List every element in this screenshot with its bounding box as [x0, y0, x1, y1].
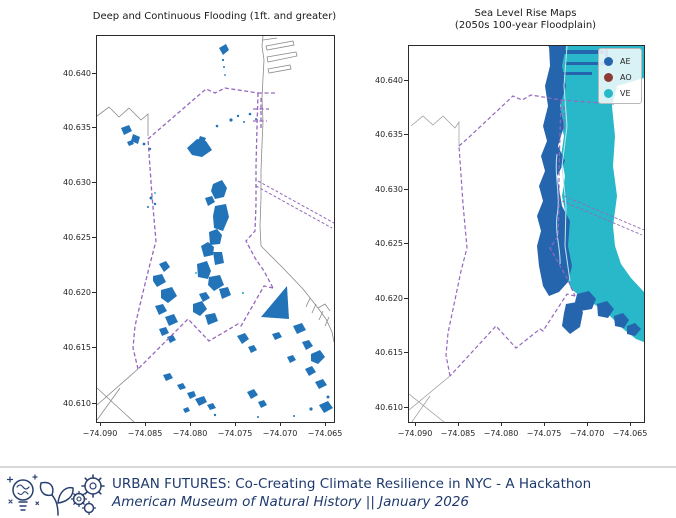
right-plot-title-line1: Sea Level Rise Maps: [474, 8, 577, 19]
tick-mark: [235, 422, 236, 426]
ao-swatch-icon: [604, 72, 613, 82]
y-tick-label: 40.610: [375, 403, 403, 412]
y-tick-label: 40.620: [375, 294, 403, 303]
tick-mark: [630, 422, 631, 426]
footer-divider: [0, 466, 676, 468]
y-tick-label: 40.625: [375, 239, 403, 248]
tick-mark: [190, 422, 191, 426]
tick-mark: [92, 347, 96, 348]
tick-mark: [544, 422, 545, 426]
footer-text-block: URBAN FUTURES: Co-Creating Climate Resil…: [112, 476, 591, 511]
tick-mark: [404, 134, 408, 135]
x-tick-label: −74.070: [569, 429, 605, 438]
x-tick-label: −74.070: [262, 429, 298, 438]
x-tick-label: −74.085: [440, 429, 476, 438]
y-tick-label: 40.640: [375, 76, 403, 85]
x-tick-label: −74.090: [397, 429, 433, 438]
legend-label: AE: [620, 56, 631, 66]
idea-bulb-icon: [6, 474, 40, 511]
neighborhood-boundary: [445, 94, 644, 377]
ve-zone: [548, 46, 644, 342]
tick-mark: [587, 422, 588, 426]
tick-mark: [458, 422, 459, 426]
legend-item-ve: VE: [604, 85, 637, 101]
x-tick-label: −74.075: [526, 429, 562, 438]
neighborhood-boundary: [132, 87, 334, 370]
x-tick-label: −74.080: [172, 429, 208, 438]
tick-mark: [92, 403, 96, 404]
tick-mark: [501, 422, 502, 426]
flood-zone-legend: AE AO VE: [598, 48, 642, 104]
legend-item-ae: AE: [604, 53, 637, 69]
tick-mark: [92, 182, 96, 183]
shoreline-seams: [555, 46, 571, 282]
y-tick-label: 40.630: [63, 178, 91, 187]
x-tick-label: −74.085: [127, 429, 163, 438]
y-tick-label: 40.630: [375, 185, 403, 194]
tick-mark: [280, 422, 281, 426]
tick-mark: [325, 422, 326, 426]
seedling-icon: [39, 481, 74, 516]
gears-icon: [70, 474, 105, 516]
y-tick-label: 40.615: [63, 343, 91, 352]
y-tick-label: 40.620: [63, 288, 91, 297]
tick-mark: [404, 407, 408, 408]
left-map-axes: [96, 35, 335, 423]
tick-mark: [415, 422, 416, 426]
coastline-paths: [97, 36, 334, 422]
coastline-paths: [409, 115, 460, 422]
y-tick-label: 40.635: [63, 123, 91, 132]
left-plot-title: Deep and Continuous Flooding (1ft. and g…: [92, 11, 337, 22]
y-tick-label: 40.640: [63, 69, 91, 78]
tick-mark: [92, 237, 96, 238]
y-tick-label: 40.625: [63, 233, 91, 242]
tick-mark: [404, 189, 408, 190]
tick-mark: [92, 73, 96, 74]
legend-label: AO: [620, 72, 632, 82]
hackathon-logo: [6, 473, 108, 518]
tick-mark: [404, 298, 408, 299]
hackathon-title: URBAN FUTURES: Co-Creating Climate Resil…: [112, 476, 592, 492]
tick-mark: [404, 243, 408, 244]
y-tick-label: 40.610: [63, 399, 91, 408]
ae-swatch-icon: [604, 56, 613, 66]
minor-flood-dots: [154, 192, 245, 295]
x-tick-label: −74.090: [82, 429, 118, 438]
right-map-axes: AE AO VE: [408, 45, 645, 423]
flood-patches: [121, 44, 333, 418]
hackathon-subtitle: American Museum of Natural History || Ja…: [112, 493, 469, 510]
y-tick-label: 40.615: [375, 348, 403, 357]
y-tick-label: 40.635: [375, 130, 403, 139]
tick-mark: [404, 352, 408, 353]
sea-level-rise-map: [409, 46, 644, 422]
tick-mark: [92, 127, 96, 128]
x-tick-label: −74.080: [483, 429, 519, 438]
tick-mark: [404, 80, 408, 81]
tick-mark: [145, 422, 146, 426]
right-plot-title-line2: (2050s 100-year Floodplain): [454, 20, 597, 31]
legend-item-ao: AO: [604, 69, 637, 85]
x-tick-label: −74.065: [307, 429, 343, 438]
ae-zone: [537, 46, 641, 336]
tick-mark: [100, 422, 101, 426]
tick-mark: [92, 292, 96, 293]
legend-label: VE: [620, 88, 631, 98]
ve-swatch-icon: [604, 88, 613, 98]
x-tick-label: −74.065: [612, 429, 648, 438]
flood-depth-map: [97, 36, 334, 422]
x-tick-label: −74.075: [217, 429, 253, 438]
